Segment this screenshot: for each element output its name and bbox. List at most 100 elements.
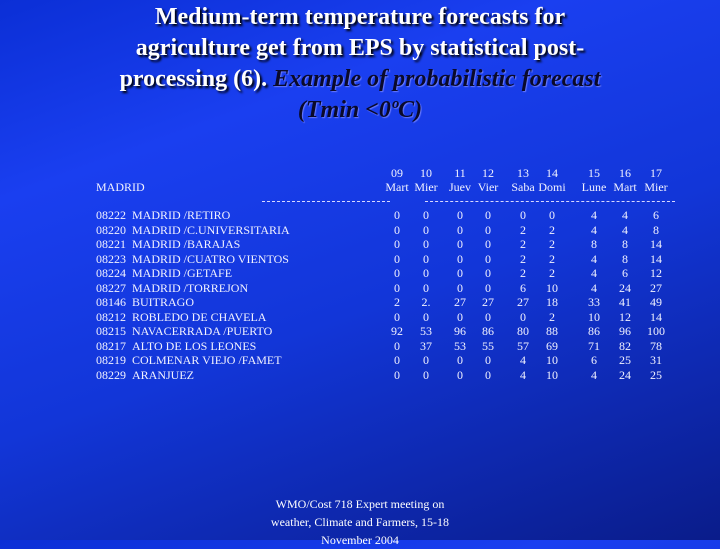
probability-cell: 0 bbox=[423, 280, 429, 295]
column-day-number: 11 bbox=[454, 166, 466, 180]
probability-cell: 0 bbox=[485, 353, 491, 367]
column-day-number: 15 bbox=[588, 166, 600, 180]
probability-cell: 31 bbox=[650, 353, 662, 367]
probability-cell: 0 bbox=[423, 266, 429, 280]
probability-cell: 96 bbox=[619, 324, 631, 338]
title-line-1: Medium-term temperature forecasts for bbox=[154, 4, 566, 30]
probability-cell: 2 bbox=[394, 295, 400, 309]
probability-cell: 0 bbox=[457, 367, 463, 382]
probability-cell: 2 bbox=[549, 237, 555, 251]
probability-cell: 0 bbox=[423, 251, 429, 266]
column-weekday: Mart bbox=[613, 180, 637, 194]
probability-cell: 4 bbox=[591, 367, 597, 382]
probability-cell: 8 bbox=[622, 237, 628, 251]
title-line-4: (Tmin <0ºC) bbox=[297, 97, 423, 123]
probability-cell: 0 bbox=[423, 237, 429, 251]
probability-cell: 4 bbox=[591, 251, 597, 266]
station-name: MADRID /BARAJAS bbox=[132, 237, 241, 251]
probability-cell: 0 bbox=[394, 309, 400, 324]
station-name: BUITRAGO bbox=[132, 295, 194, 309]
probability-cell: 10 bbox=[546, 280, 558, 295]
station-name: MADRID /CUATRO VIENTOS bbox=[132, 251, 289, 266]
probability-cell: 0 bbox=[423, 208, 429, 222]
header-divider-right bbox=[425, 201, 675, 202]
column-weekday: Juev bbox=[449, 180, 471, 194]
station-code: 08221 bbox=[96, 237, 126, 251]
probability-cell: 0 bbox=[457, 280, 463, 295]
probability-cell: 92 bbox=[391, 324, 403, 338]
column-weekday: Saba bbox=[511, 180, 535, 194]
probability-cell: 4 bbox=[591, 208, 597, 222]
probability-cell: 4 bbox=[622, 208, 628, 222]
probability-cell: 0 bbox=[485, 237, 491, 251]
probability-cell: 2 bbox=[520, 222, 526, 237]
probability-cell: 55 bbox=[482, 338, 494, 353]
probability-cell: 0 bbox=[394, 338, 400, 353]
footer-line-1: WMO/Cost 718 Expert meeting on bbox=[275, 497, 445, 511]
probability-cell: 0 bbox=[457, 222, 463, 237]
station-name: MADRID /GETAFE bbox=[132, 266, 233, 280]
probability-cell: 14 bbox=[650, 237, 662, 251]
station-name: ALTO DE LOS LEONES bbox=[132, 338, 257, 353]
probability-cell: 4 bbox=[591, 222, 597, 237]
probability-cell: 71 bbox=[588, 338, 600, 353]
station-code: 08217 bbox=[96, 338, 126, 353]
probability-cell: 0 bbox=[485, 309, 491, 324]
probability-cell: 2. bbox=[421, 295, 431, 309]
title-line-2: agriculture get from EPS by statistical … bbox=[135, 35, 585, 61]
station-code: 08220 bbox=[96, 222, 126, 237]
title-line-3: processing (6). Example of probabilistic… bbox=[40, 64, 680, 95]
probability-cell: 0 bbox=[520, 208, 526, 222]
probability-cell: 24 bbox=[619, 280, 631, 295]
probability-cell: 96 bbox=[454, 324, 466, 338]
footer-line-3: November 2004 bbox=[321, 533, 399, 547]
column-day-number: 13 bbox=[517, 166, 529, 180]
probability-cell: 12 bbox=[650, 266, 662, 280]
column-weekday: Domi bbox=[538, 180, 566, 194]
probability-cell: 0 bbox=[485, 208, 491, 222]
probability-cell: 0 bbox=[457, 266, 463, 280]
probability-cell: 49 bbox=[650, 295, 662, 309]
probability-cell: 25 bbox=[650, 367, 662, 382]
station-name: COLMENAR VIEJO /FAMET bbox=[132, 353, 282, 367]
probability-cell: 57 bbox=[517, 338, 529, 353]
column-day-number: 10 bbox=[420, 166, 432, 180]
station-name: NAVACERRADA /PUERTO bbox=[132, 324, 273, 338]
station-code: 08229 bbox=[96, 367, 126, 382]
column-day-number: 09 bbox=[391, 166, 403, 180]
probability-cell: 27 bbox=[517, 295, 529, 309]
probability-cell: 10 bbox=[588, 309, 600, 324]
probability-cell: 2 bbox=[520, 251, 526, 266]
probability-cell: 14 bbox=[650, 309, 662, 324]
column-weekday: Mart bbox=[385, 180, 409, 194]
probability-cell: 2 bbox=[520, 237, 526, 251]
station-name: MADRID /RETIRO bbox=[132, 208, 231, 222]
station-name: MADRID /TORREJON bbox=[132, 280, 249, 295]
probability-cell: 2 bbox=[549, 222, 555, 237]
probability-cell: 12 bbox=[619, 309, 631, 324]
probability-cell: 0 bbox=[457, 353, 463, 367]
station-code: 08222 bbox=[96, 208, 126, 222]
probability-cell: 0 bbox=[394, 367, 400, 382]
probability-cell: 0 bbox=[457, 309, 463, 324]
probability-cell: 10 bbox=[546, 353, 558, 367]
probability-cell: 0 bbox=[457, 251, 463, 266]
probability-cell: 8 bbox=[622, 251, 628, 266]
probability-cell: 37 bbox=[420, 338, 432, 353]
probability-cell: 6 bbox=[622, 266, 628, 280]
probability-cell: 10 bbox=[546, 367, 558, 382]
probability-cell: 6 bbox=[520, 280, 526, 295]
probability-cell: 0 bbox=[520, 309, 526, 324]
probability-cell: 0 bbox=[423, 222, 429, 237]
probability-cell: 2 bbox=[549, 251, 555, 266]
column-day-number: 14 bbox=[546, 166, 558, 180]
probability-cell: 14 bbox=[650, 251, 662, 266]
probability-cell: 41 bbox=[619, 295, 631, 309]
station-code: 08146 bbox=[96, 295, 126, 309]
probability-cell: 33 bbox=[588, 295, 600, 309]
probability-cell: 0 bbox=[394, 251, 400, 266]
title-line-3-normal: processing (6). bbox=[119, 66, 274, 92]
probability-cell: 0 bbox=[485, 280, 491, 295]
probability-cell: 80 bbox=[517, 324, 529, 338]
probability-cell: 8 bbox=[653, 222, 659, 237]
